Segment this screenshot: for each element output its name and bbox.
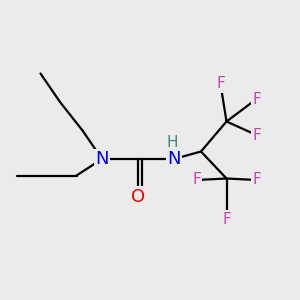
Text: F: F <box>252 172 261 188</box>
Text: F: F <box>216 76 225 92</box>
Text: F: F <box>192 172 201 188</box>
Text: O: O <box>131 188 145 206</box>
Text: N: N <box>167 150 181 168</box>
Text: F: F <box>252 92 261 106</box>
Text: F: F <box>222 212 231 226</box>
Text: H: H <box>167 135 178 150</box>
Text: F: F <box>252 128 261 142</box>
Text: N: N <box>95 150 109 168</box>
